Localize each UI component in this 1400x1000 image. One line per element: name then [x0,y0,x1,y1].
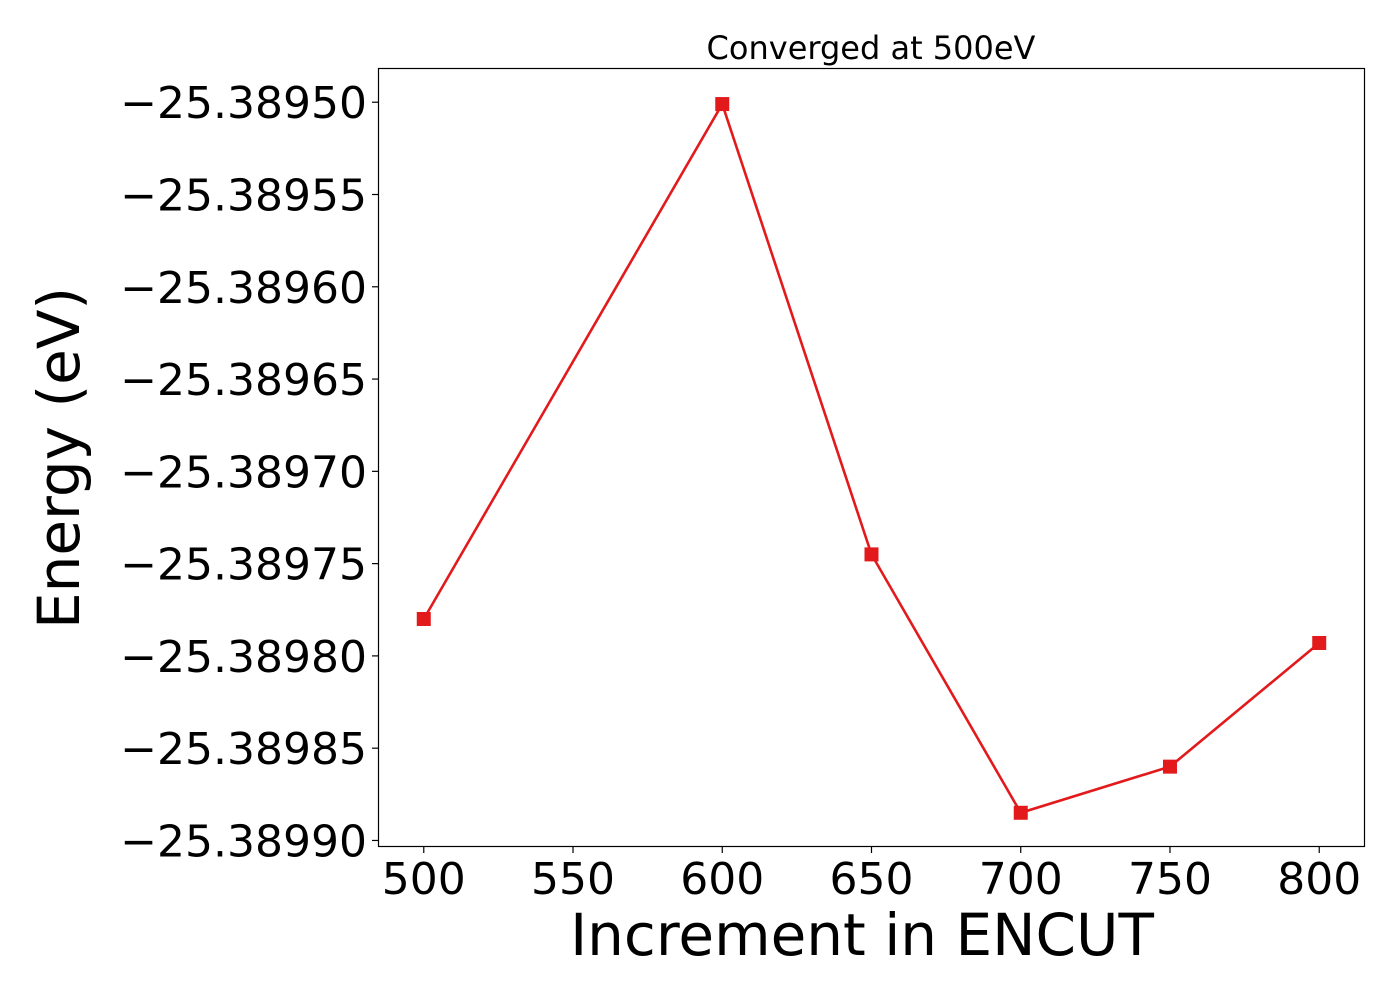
data-point-marker [1162,759,1177,774]
y-tick-label: −25.38955 [120,171,367,222]
x-tick-label: 500 [382,854,466,905]
y-axis-label: Energy (eV) [25,287,93,629]
data-point-marker [864,547,879,562]
y-tick-label: −25.38975 [120,540,367,591]
y-tick-label: −25.38980 [120,632,367,683]
y-tick-label: −25.38970 [120,447,367,498]
x-tick-label: 550 [531,854,615,905]
y-tick-label: −25.38985 [120,724,367,775]
x-tick-label: 650 [830,854,914,905]
y-tick-label: −25.38950 [120,78,367,129]
data-point-marker [1312,635,1327,650]
chart-title: Converged at 500eV [707,29,1036,67]
data-point-marker [416,611,431,626]
x-tick-label: 600 [680,854,764,905]
y-tick-label: −25.38990 [120,816,367,867]
x-tick-label: 800 [1277,854,1361,905]
x-tick-label: 700 [979,854,1063,905]
series-line [422,100,1321,815]
y-tick-label: −25.38965 [120,355,367,406]
x-tick-label: 750 [1128,854,1212,905]
x-axis: 500 550 600 650 700 750 800 [382,846,1361,905]
y-tick-label: −25.38960 [120,263,367,314]
series-layer [416,97,1327,820]
x-axis-label: Increment in ENCUT [570,901,1154,969]
plot-frame [377,67,1366,848]
y-axis: −25.38950 −25.38955 −25.38960 −25.38965 −25.… [120,78,379,867]
data-point-marker [715,97,730,112]
data-point-marker [1013,805,1028,820]
